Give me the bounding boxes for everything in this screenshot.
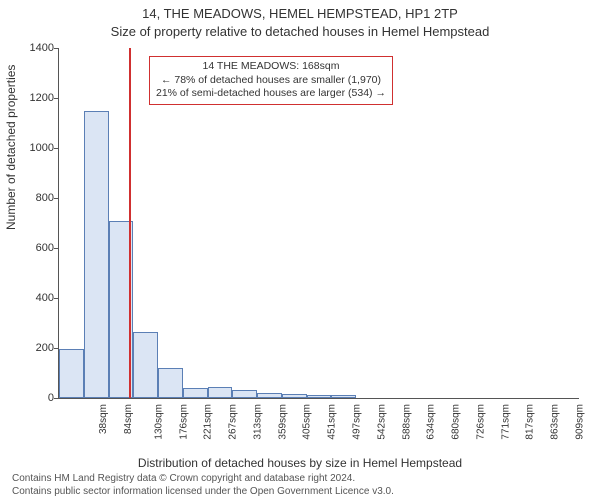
x-axis-label: Distribution of detached houses by size … [0, 456, 600, 470]
x-tick-label: 634sqm [426, 404, 437, 440]
x-tick-label: 221sqm [203, 404, 214, 440]
x-tick-label: 909sqm [574, 404, 585, 440]
property-annotation-box: 14 THE MEADOWS: 168sqm← 78% of detached … [149, 56, 393, 105]
x-tick-label: 176sqm [178, 404, 189, 440]
histogram-bar [331, 395, 356, 398]
histogram-bar [84, 111, 109, 399]
y-tick-mark [54, 398, 58, 399]
attribution-line2: Contains public sector information licen… [12, 486, 394, 499]
attribution-line1: Contains HM Land Registry data © Crown c… [12, 473, 394, 486]
y-tick-label: 200 [36, 342, 54, 354]
x-tick-label: 680sqm [451, 404, 462, 440]
histogram-bar [232, 390, 257, 398]
plot-area: 14 THE MEADOWS: 168sqm← 78% of detached … [58, 48, 579, 399]
x-tick-label: 817sqm [525, 404, 536, 440]
y-tick-label: 1000 [30, 142, 54, 154]
y-tick-label: 400 [36, 292, 54, 304]
y-tick-mark [54, 298, 58, 299]
annotation-line: 14 THE MEADOWS: 168sqm [156, 60, 386, 74]
x-tick-label: 542sqm [376, 404, 387, 440]
x-tick-label: 863sqm [550, 404, 561, 440]
y-tick-mark [54, 248, 58, 249]
x-tick-label: 726sqm [475, 404, 486, 440]
histogram-bar [257, 393, 282, 398]
x-tick-label: 38sqm [98, 404, 109, 434]
x-tick-label: 405sqm [302, 404, 313, 440]
y-tick-mark [54, 198, 58, 199]
histogram-bar [208, 387, 233, 398]
y-tick-mark [54, 98, 58, 99]
histogram-bar [282, 394, 307, 398]
x-tick-label: 267sqm [228, 404, 239, 440]
y-tick-label: 1400 [30, 42, 54, 54]
y-tick-mark [54, 148, 58, 149]
y-tick-label: 1200 [30, 92, 54, 104]
chart-title-address: 14, THE MEADOWS, HEMEL HEMPSTEAD, HP1 2T… [0, 6, 600, 21]
attribution-text: Contains HM Land Registry data © Crown c… [12, 473, 394, 498]
annotation-line: 21% of semi-detached houses are larger (… [156, 87, 386, 101]
x-tick-label: 771sqm [500, 404, 511, 440]
y-axis-label: Number of detached properties [4, 65, 18, 230]
annotation-line: ← 78% of detached houses are smaller (1,… [156, 74, 386, 88]
x-tick-label: 313sqm [253, 404, 264, 440]
y-tick-label: 600 [36, 242, 54, 254]
histogram-bar [307, 395, 332, 399]
x-tick-label: 84sqm [123, 404, 134, 434]
histogram-bar [158, 368, 183, 398]
histogram-bar [183, 388, 208, 398]
histogram-bar [133, 332, 158, 398]
property-size-marker-line [129, 48, 131, 398]
y-tick-mark [54, 348, 58, 349]
x-tick-label: 497sqm [352, 404, 363, 440]
chart-subtitle: Size of property relative to detached ho… [0, 24, 600, 39]
x-tick-label: 130sqm [153, 404, 164, 440]
y-tick-label: 800 [36, 192, 54, 204]
y-tick-mark [54, 48, 58, 49]
property-size-histogram: 14, THE MEADOWS, HEMEL HEMPSTEAD, HP1 2T… [0, 0, 600, 500]
histogram-bar [59, 349, 84, 398]
x-tick-label: 451sqm [327, 404, 338, 440]
x-tick-label: 359sqm [277, 404, 288, 440]
x-tick-label: 588sqm [401, 404, 412, 440]
